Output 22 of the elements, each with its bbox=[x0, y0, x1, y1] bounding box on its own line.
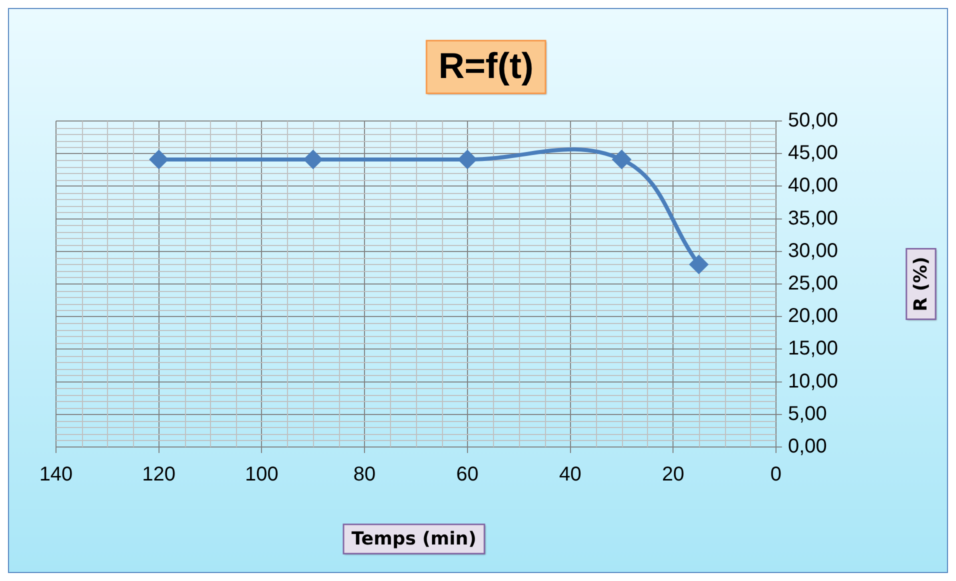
x-tick-label: 100 bbox=[245, 464, 278, 486]
y-axis-title: R (%) bbox=[910, 256, 932, 312]
x-tick-label: 60 bbox=[456, 464, 479, 486]
y-tick-label: 45,00 bbox=[788, 142, 838, 164]
y-tick-label: 20,00 bbox=[788, 305, 838, 328]
x-tick-label: 20 bbox=[662, 464, 684, 486]
y-tick-label: 35,00 bbox=[788, 207, 838, 230]
x-tick-label: 40 bbox=[559, 464, 582, 486]
y-tick-label: 25,00 bbox=[788, 272, 838, 295]
y-tick-label: 30,00 bbox=[788, 240, 838, 262]
y-tick-label: 5,00 bbox=[788, 402, 827, 425]
x-tick-label: 140 bbox=[39, 464, 73, 486]
x-axis-title: Temps (min) bbox=[352, 528, 476, 550]
y-tick-label: 40,00 bbox=[788, 174, 838, 197]
x-tick-label: 0 bbox=[770, 464, 782, 486]
chart-title: R=f(t) bbox=[438, 44, 534, 86]
x-tick-label: 120 bbox=[142, 464, 176, 486]
y-tick-label: 15,00 bbox=[788, 338, 838, 360]
y-tick-label: 10,00 bbox=[788, 370, 838, 392]
y-tick-label: 50,00 bbox=[788, 110, 838, 132]
x-tick-label: 80 bbox=[353, 464, 376, 486]
y-tick-label: 0,00 bbox=[788, 436, 827, 458]
